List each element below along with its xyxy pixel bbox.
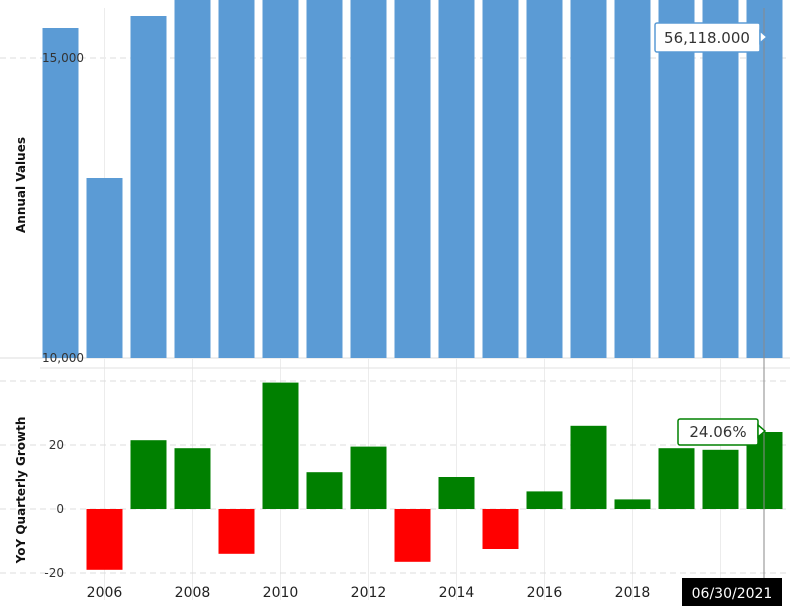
annual-bar-2010[interactable]	[262, 0, 299, 358]
growth-bar-2020[interactable]	[702, 449, 739, 509]
growth-bar-2010[interactable]	[262, 382, 299, 509]
growth-bar-2019[interactable]	[658, 448, 695, 509]
annual-bar-2011[interactable]	[306, 0, 343, 358]
x-tick-label: 2006	[87, 585, 123, 601]
growth-bar-2014[interactable]	[438, 477, 475, 509]
growth-bars[interactable]	[86, 382, 783, 570]
growth-bar-2018[interactable]	[614, 499, 651, 509]
x-tick-label: 2010	[263, 585, 299, 601]
x-axis-year-labels: 2006 2008 2010 2012 2014 2016 2018	[87, 585, 651, 601]
annual-values-axis-label: Annual Values	[14, 137, 28, 233]
annual-bar-2020[interactable]	[702, 0, 739, 358]
annual-bar-2018[interactable]	[614, 0, 651, 358]
growth-bar-2009[interactable]	[218, 509, 255, 554]
date-label-box	[682, 578, 782, 606]
growth-bar-2012[interactable]	[350, 446, 387, 509]
growth-tooltip-pointer	[757, 423, 767, 439]
annual-bar-2005[interactable]	[42, 28, 79, 358]
annual-bar-2013[interactable]	[394, 0, 431, 358]
annual-y-tick-label: 15,000	[42, 51, 84, 65]
growth-y-tick-label: 0	[56, 502, 64, 516]
date-label: 06/30/2021	[682, 578, 782, 606]
x-tick-label: 2008	[175, 585, 211, 601]
growth-bar-2011[interactable]	[306, 472, 343, 509]
annual-bar-2007[interactable]	[130, 16, 167, 358]
annual-bar-2019[interactable]	[658, 0, 695, 358]
annual-values-y-ticks: 10,00015,00020,00025,00030,00035,00040,0…	[42, 51, 84, 365]
annual-bar-2014[interactable]	[438, 0, 475, 358]
growth-tooltip: 24.06%	[677, 418, 767, 446]
annual-bar-2012[interactable]	[350, 0, 387, 358]
x-tick-label: 2016	[527, 585, 563, 601]
growth-bar-2008[interactable]	[174, 448, 211, 509]
growth-y-tick-label: 20	[49, 438, 64, 452]
growth-y-tick-label: -20	[44, 566, 64, 580]
annual-value-tooltip-pointer	[759, 29, 769, 45]
annual-bar-2006[interactable]	[86, 178, 123, 358]
annual-value-tooltip-text: 56,118.000	[664, 29, 750, 47]
annual-value-tooltip: 56,118.000	[654, 22, 769, 53]
x-tick-label: 2018	[615, 585, 651, 601]
annual-bar-2008[interactable]	[174, 0, 211, 358]
growth-y-ticks: -20 0 20	[44, 438, 64, 580]
x-tick-label: 2012	[351, 585, 387, 601]
growth-bar-2017[interactable]	[570, 425, 607, 509]
growth-bar-2015[interactable]	[482, 509, 519, 549]
growth-bar-2016[interactable]	[526, 491, 563, 509]
annual-bar-2009[interactable]	[218, 0, 255, 358]
date-label-text: 06/30/2021	[692, 586, 773, 602]
growth-tooltip-text: 24.06%	[689, 423, 746, 441]
growth-bar-2006[interactable]	[86, 509, 123, 570]
annual-bar-2017[interactable]	[570, 0, 607, 358]
annual-bar-2015[interactable]	[482, 0, 519, 358]
growth-bar-2007[interactable]	[130, 440, 167, 509]
annual-y-tick-label: 10,000	[42, 351, 84, 365]
annual-values-bars[interactable]	[42, 0, 783, 358]
annual-bar-2016[interactable]	[526, 0, 563, 358]
growth-axis-label: YoY Quarterly Growth	[14, 417, 28, 565]
x-tick-label: 2014	[439, 585, 475, 601]
growth-bar-2013[interactable]	[394, 509, 431, 562]
